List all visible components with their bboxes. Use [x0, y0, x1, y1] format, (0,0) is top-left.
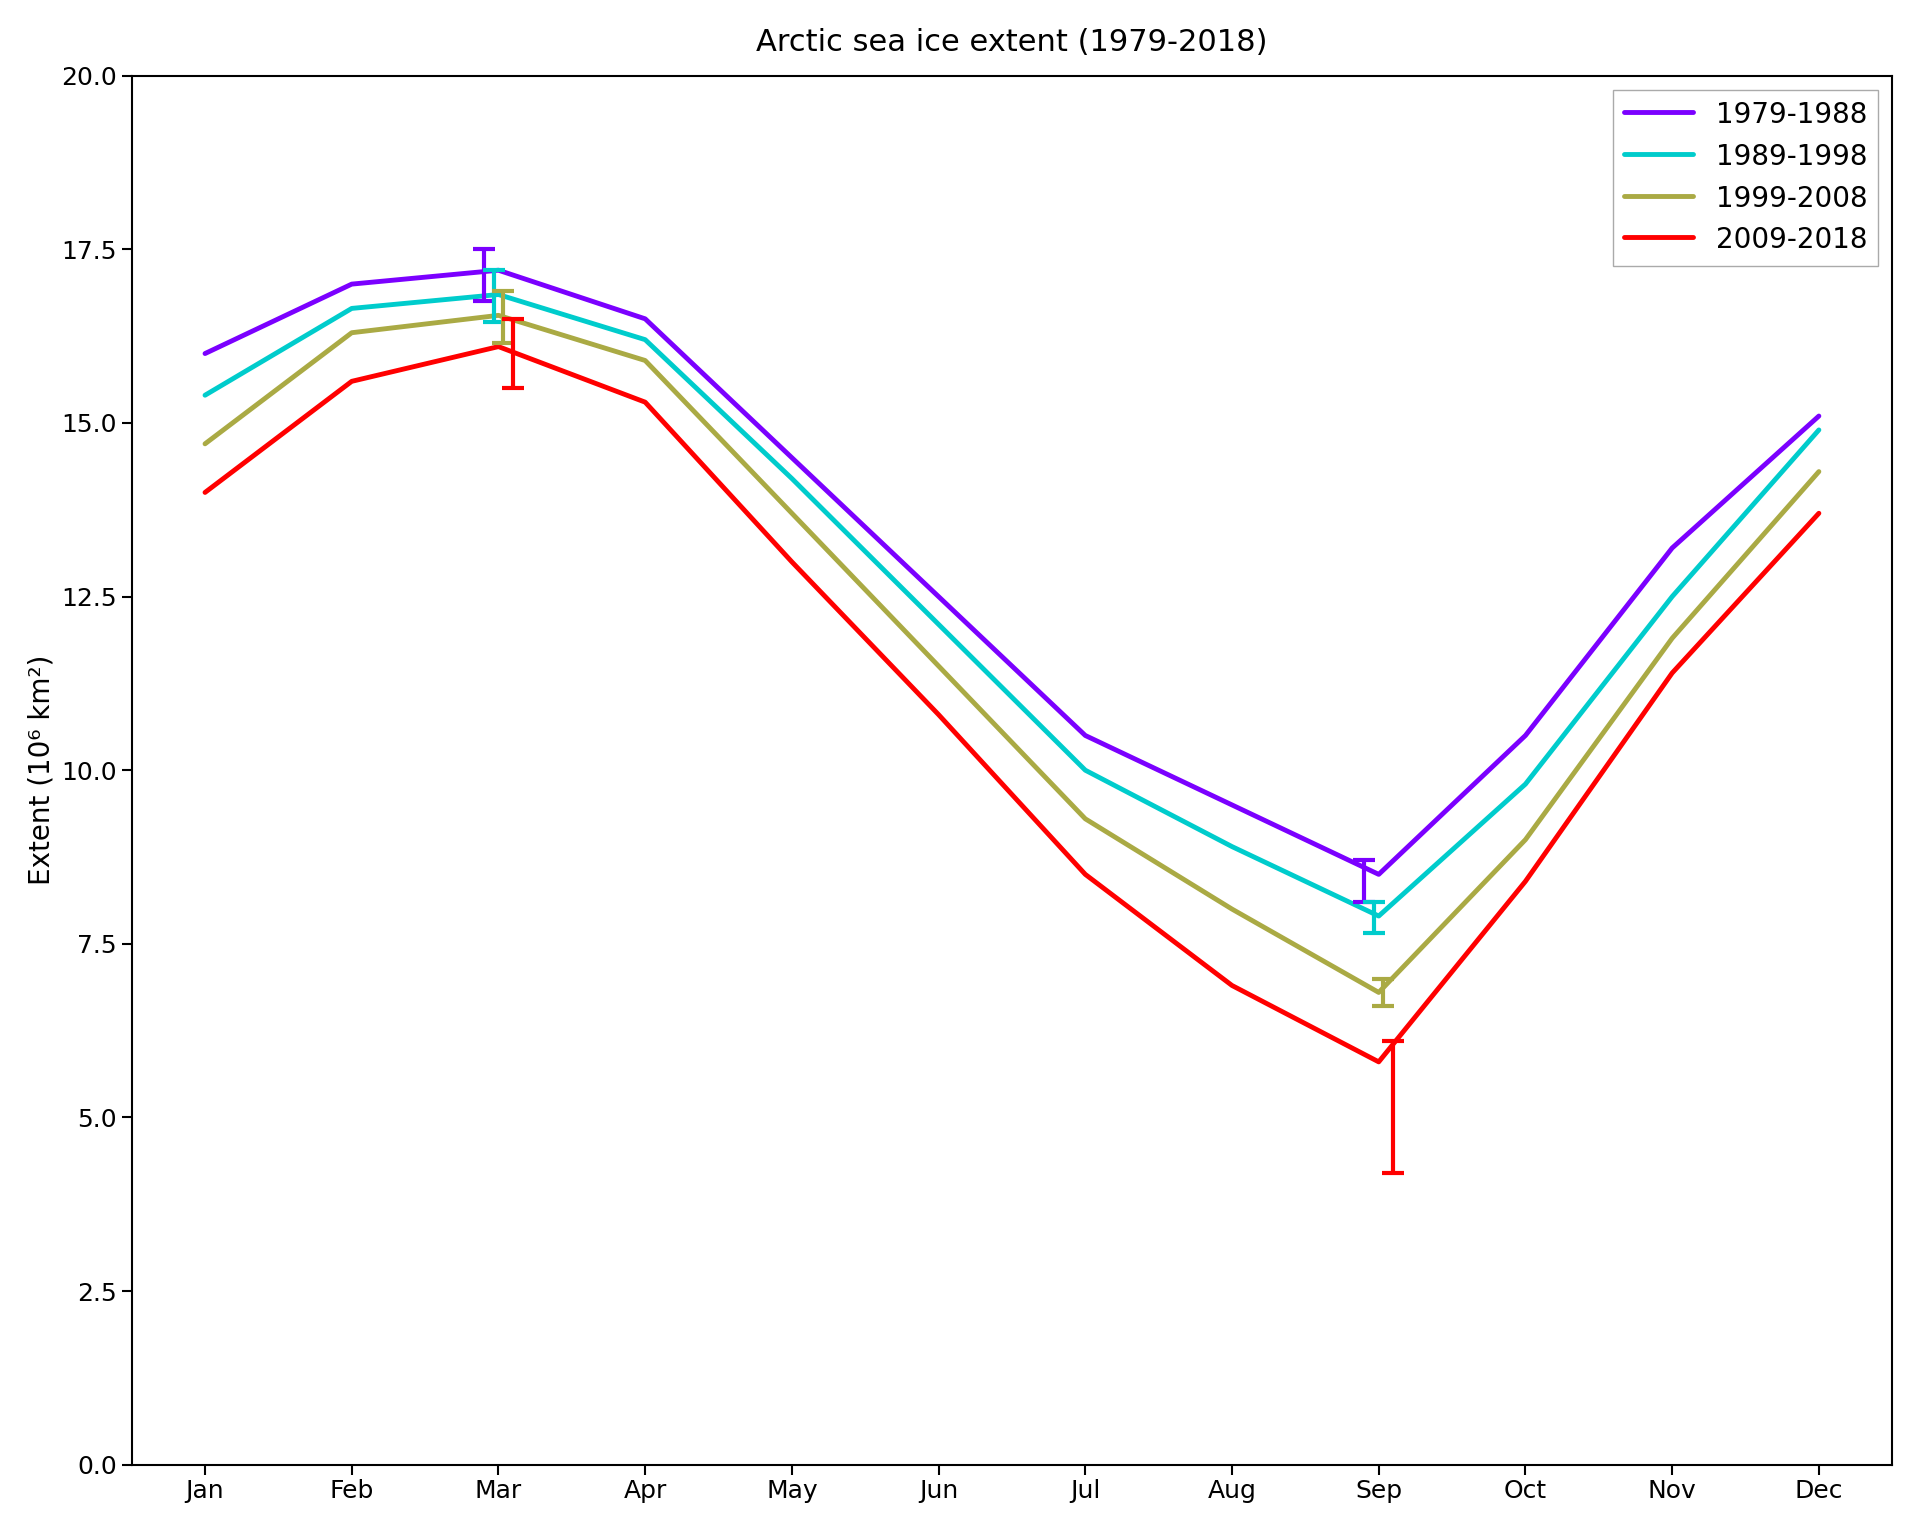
1999-2008	[634, 351, 657, 369]
1979-1988	[1073, 726, 1096, 744]
1979-1988	[927, 588, 950, 606]
2009-2018	[1221, 977, 1244, 995]
1979-1988	[340, 276, 363, 294]
Line: 2009-2018: 2009-2018	[205, 346, 1818, 1063]
Line: 1999-2008: 1999-2008	[205, 315, 1818, 992]
2009-2018	[488, 337, 511, 355]
1989-1998	[1367, 906, 1390, 925]
1989-1998	[780, 470, 803, 488]
1999-2008	[927, 657, 950, 675]
1979-1988	[1367, 865, 1390, 883]
2009-2018	[1661, 664, 1684, 683]
2009-2018	[194, 484, 217, 502]
1999-2008	[488, 306, 511, 325]
1999-2008	[1807, 462, 1830, 481]
1999-2008	[1513, 830, 1536, 848]
2009-2018	[1073, 865, 1096, 883]
1979-1988	[1807, 407, 1830, 426]
1999-2008	[1661, 629, 1684, 648]
1989-1998	[1073, 761, 1096, 779]
1999-2008	[1367, 983, 1390, 1001]
2009-2018	[1807, 504, 1830, 522]
1979-1988	[634, 309, 657, 328]
2009-2018	[634, 393, 657, 412]
1999-2008	[194, 435, 217, 453]
2009-2018	[1513, 873, 1536, 891]
Legend: 1979-1988, 1989-1998, 1999-2008, 2009-2018: 1979-1988, 1989-1998, 1999-2008, 2009-20…	[1613, 90, 1878, 265]
1989-1998	[1807, 421, 1830, 439]
Line: 1989-1998: 1989-1998	[205, 294, 1818, 916]
1989-1998	[194, 386, 217, 404]
2009-2018	[927, 706, 950, 724]
1989-1998	[340, 299, 363, 317]
1979-1988	[488, 260, 511, 279]
1989-1998	[488, 285, 511, 303]
1979-1988	[1513, 726, 1536, 744]
1999-2008	[340, 323, 363, 341]
2009-2018	[780, 553, 803, 571]
1979-1988	[194, 344, 217, 363]
1979-1988	[1221, 796, 1244, 814]
Y-axis label: Extent (10⁶ km²): Extent (10⁶ km²)	[27, 655, 56, 885]
Line: 1979-1988: 1979-1988	[205, 269, 1818, 874]
1999-2008	[1073, 810, 1096, 828]
1999-2008	[1221, 900, 1244, 919]
1989-1998	[927, 615, 950, 634]
Title: Arctic sea ice extent (1979-2018): Arctic sea ice extent (1979-2018)	[756, 28, 1267, 57]
2009-2018	[1367, 1053, 1390, 1072]
1989-1998	[1661, 588, 1684, 606]
1979-1988	[1661, 539, 1684, 557]
1989-1998	[1221, 837, 1244, 856]
1999-2008	[780, 504, 803, 522]
1979-1988	[780, 449, 803, 467]
2009-2018	[340, 372, 363, 390]
1989-1998	[1513, 775, 1536, 793]
1989-1998	[634, 331, 657, 349]
